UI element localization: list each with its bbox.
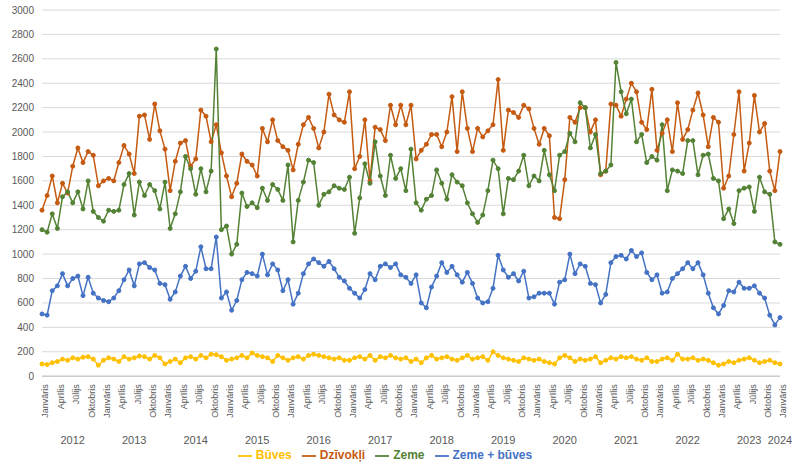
svg-text:Oktobris: Oktobris [87, 384, 97, 418]
svg-text:Jūlijs: Jūlijs [563, 384, 573, 405]
svg-text:Oktobris: Oktobris [702, 384, 712, 418]
svg-text:Aprīlis: Aprīlis [671, 384, 681, 410]
svg-text:Janvāris: Janvāris [778, 384, 788, 418]
svg-text:Janvāris: Janvāris [40, 384, 50, 418]
svg-text:Jūlijs: Jūlijs [440, 384, 450, 405]
svg-text:Oktobris: Oktobris [763, 384, 773, 418]
svg-text:2013: 2013 [122, 434, 146, 446]
svg-text:2014: 2014 [184, 434, 208, 446]
svg-text:200: 200 [17, 346, 34, 357]
svg-text:Jūlijs: Jūlijs [194, 384, 204, 405]
svg-text:Jūlijs: Jūlijs [133, 384, 143, 405]
svg-text:1400: 1400 [12, 200, 35, 211]
svg-text:3000: 3000 [12, 5, 35, 16]
svg-text:2021: 2021 [614, 434, 638, 446]
svg-text:Jūlijs: Jūlijs [317, 384, 327, 405]
svg-text:Jūlijs: Jūlijs [71, 384, 81, 405]
svg-text:2023: 2023 [737, 434, 761, 446]
svg-text:Janvāris: Janvāris [286, 384, 296, 418]
svg-text:Aprīlis: Aprīlis [240, 384, 250, 410]
svg-text:Aprīlis: Aprīlis [486, 384, 496, 410]
svg-text:2017: 2017 [368, 434, 392, 446]
svg-text:Oktobris: Oktobris [148, 384, 158, 418]
svg-text:Aprīlis: Aprīlis [117, 384, 127, 410]
svg-text:Aprīlis: Aprīlis [179, 384, 189, 410]
svg-text:400: 400 [17, 322, 34, 333]
html-text:Būves: Būves [255, 448, 292, 463]
svg-text:Aprīlis: Aprīlis [548, 384, 558, 410]
svg-text:Oktobris: Oktobris [394, 384, 404, 418]
svg-text:Aprīlis: Aprīlis [56, 384, 66, 410]
svg-text:Aprīlis: Aprīlis [609, 384, 619, 410]
svg-text:Janvāris: Janvāris [717, 384, 727, 418]
svg-text:Oktobris: Oktobris [640, 384, 650, 418]
svg-text:Aprīlis: Aprīlis [425, 384, 435, 410]
svg-text:1200: 1200 [12, 224, 35, 235]
svg-text:2022: 2022 [676, 434, 700, 446]
svg-text:Aprīlis: Aprīlis [302, 384, 312, 410]
svg-text:1600: 1600 [12, 175, 35, 186]
svg-text:Janvāris: Janvāris [163, 384, 173, 418]
svg-text:2024: 2024 [768, 434, 792, 446]
svg-text:Janvāris: Janvāris [102, 384, 112, 418]
svg-text:Jūlijs: Jūlijs [379, 384, 389, 405]
html-text:Dzīvokļi: Dzīvokļi [319, 448, 366, 463]
html-text:Zeme + būves: Zeme + būves [452, 448, 533, 463]
svg-text:Jūlijs: Jūlijs [502, 384, 512, 405]
svg-text:Oktobris: Oktobris [579, 384, 589, 418]
svg-text:2015: 2015 [245, 434, 269, 446]
svg-text:Oktobris: Oktobris [271, 384, 281, 418]
svg-text:Janvāris: Janvāris [655, 384, 665, 418]
svg-text:Janvāris: Janvāris [348, 384, 358, 418]
svg-text:Aprīlis: Aprīlis [363, 384, 373, 410]
svg-text:800: 800 [17, 273, 34, 284]
svg-text:Jūlijs: Jūlijs [625, 384, 635, 405]
svg-text:Janvāris: Janvāris [471, 384, 481, 418]
svg-text:Jūlijs: Jūlijs [748, 384, 758, 405]
svg-text:2800: 2800 [12, 29, 35, 40]
svg-text:1800: 1800 [12, 151, 35, 162]
svg-text:Oktobris: Oktobris [210, 384, 220, 418]
svg-text:2020: 2020 [553, 434, 577, 446]
svg-text:Janvāris: Janvāris [409, 384, 419, 418]
svg-text:0: 0 [28, 371, 34, 382]
svg-text:Jūlijs: Jūlijs [256, 384, 266, 405]
svg-text:600: 600 [17, 297, 34, 308]
svg-text:2018: 2018 [430, 434, 454, 446]
svg-text:Janvāris: Janvāris [225, 384, 235, 418]
svg-text:Oktobris: Oktobris [456, 384, 466, 418]
svg-text:Janvāris: Janvāris [532, 384, 542, 418]
svg-text:Oktobris: Oktobris [517, 384, 527, 418]
svg-text:2200: 2200 [12, 102, 35, 113]
svg-text:2400: 2400 [12, 78, 35, 89]
svg-text:Aprīlis: Aprīlis [732, 384, 742, 410]
svg-text:Janvāris: Janvāris [594, 384, 604, 418]
svg-text:Oktobris: Oktobris [333, 384, 343, 418]
html-text:Zeme: Zeme [393, 448, 425, 463]
svg-text:2000: 2000 [12, 127, 35, 138]
svg-text:2600: 2600 [12, 53, 35, 64]
svg-text:2012: 2012 [61, 434, 85, 446]
svg-text:2019: 2019 [491, 434, 515, 446]
svg-text:2016: 2016 [307, 434, 331, 446]
svg-text:Jūlijs: Jūlijs [686, 384, 696, 405]
svg-text:1000: 1000 [12, 249, 35, 260]
